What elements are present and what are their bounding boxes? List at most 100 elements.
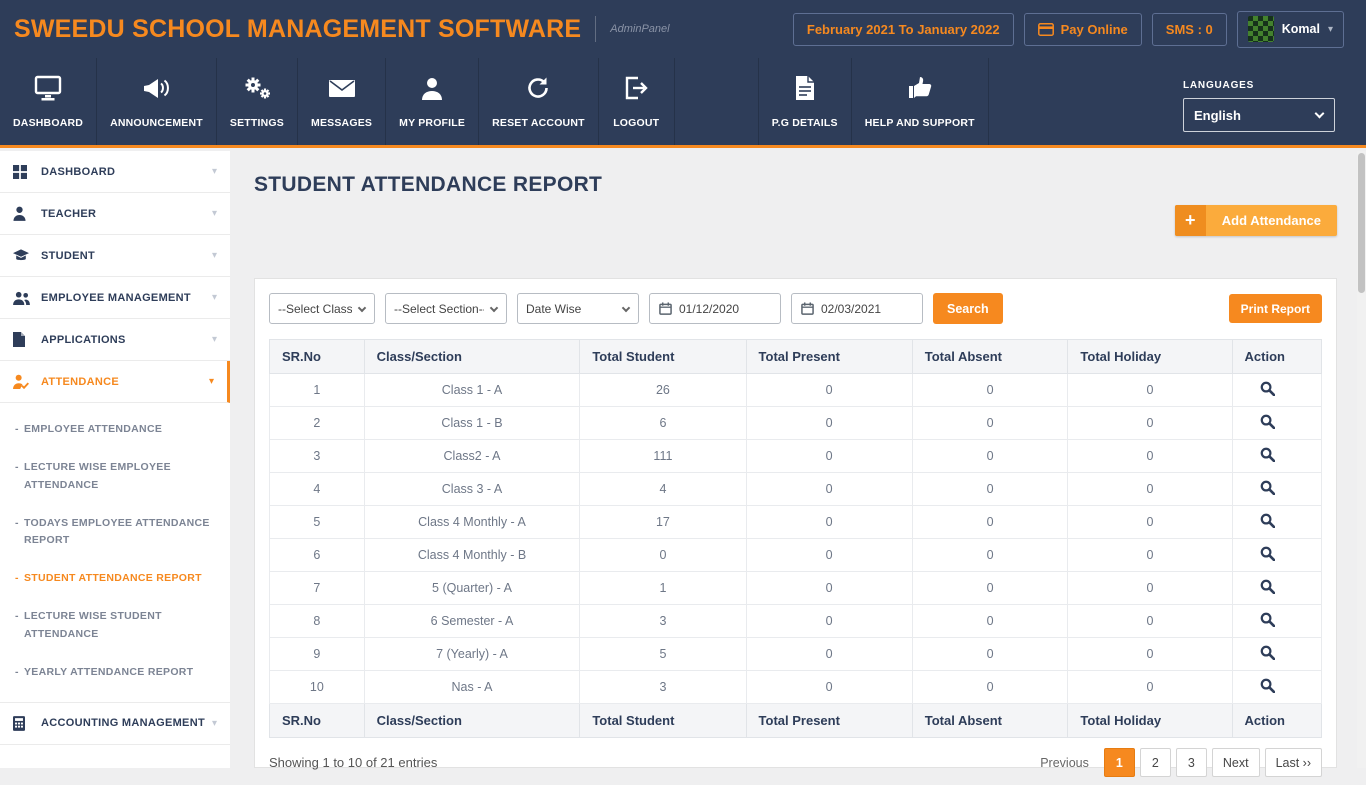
cell-class-section: Class 3 - A bbox=[363, 472, 581, 506]
chevron-down-icon: ▾ bbox=[1327, 23, 1333, 35]
nav-item-help-support[interactable]: HELP AND SUPPORT bbox=[852, 58, 989, 145]
nav-item-my-profile[interactable]: MY PROFILE bbox=[386, 58, 480, 145]
view-attendance-icon[interactable] bbox=[1260, 513, 1275, 528]
pagination-next-button[interactable]: Next bbox=[1211, 748, 1260, 777]
column-header-total-holiday: Total Holiday bbox=[1067, 339, 1233, 374]
column-header-total-holiday: Total Holiday bbox=[1067, 703, 1233, 738]
cell-total-absent: 0 bbox=[911, 439, 1069, 473]
view-attendance-icon[interactable] bbox=[1260, 414, 1275, 429]
cell-action bbox=[1231, 571, 1323, 605]
print-report-button[interactable]: Print Report bbox=[1228, 294, 1322, 323]
sidebar-item-student[interactable]: STUDENT ▾ bbox=[0, 235, 230, 277]
cell-total-student: 3 bbox=[579, 604, 747, 638]
pay-card-icon bbox=[1037, 22, 1054, 36]
sidebar-item-dashboard[interactable]: DASHBOARD ▾ bbox=[0, 151, 230, 193]
chevron-down-icon: ▾ bbox=[211, 250, 217, 261]
sidebar-item-label: ATTENDANCE bbox=[41, 375, 119, 388]
sidebar-item-applications[interactable]: APPLICATIONS ▾ bbox=[0, 319, 230, 361]
view-attendance-icon[interactable] bbox=[1260, 678, 1275, 693]
sidebar-item-teacher[interactable]: TEACHER ▾ bbox=[0, 193, 230, 235]
pagination-page-3[interactable]: 3 bbox=[1175, 748, 1207, 777]
view-attendance-icon[interactable] bbox=[1260, 579, 1275, 594]
pay-online-label: Pay Online bbox=[1060, 21, 1128, 37]
cell-total-student: 111 bbox=[579, 439, 747, 473]
table-bottom-bar: Showing 1 to 10 of 21 entries Previous 1… bbox=[269, 748, 1322, 785]
cell-total-absent: 0 bbox=[911, 670, 1069, 704]
submenu-item-student-attendance-report[interactable]: STUDENT ATTENDANCE REPORT bbox=[0, 560, 230, 598]
section-select-wrap: --Select Section-- bbox=[385, 293, 507, 324]
vertical-scrollbar[interactable] bbox=[1357, 151, 1366, 768]
submenu-item-yearly-attendance-report[interactable]: YEARLY ATTENDANCE REPORT bbox=[0, 654, 230, 692]
search-button[interactable]: Search bbox=[933, 293, 1003, 324]
chevron-down-icon: ▾ bbox=[211, 717, 217, 729]
submenu-item-lecture-wise-student-attendance[interactable]: LECTURE WISE STUDENT ATTENDANCE bbox=[0, 598, 230, 654]
class-select[interactable]: --Select Class-- bbox=[270, 294, 374, 323]
nav-item-settings[interactable]: SETTINGS bbox=[217, 58, 298, 145]
sidebar-item-accounting-management[interactable]: ACCOUNTING MANAGEMENT ▾ bbox=[0, 703, 230, 745]
cell-total-present: 0 bbox=[745, 505, 913, 539]
nav-item-messages[interactable]: MESSAGES bbox=[298, 58, 387, 145]
section-select[interactable]: --Select Section-- bbox=[386, 294, 506, 323]
pagination-last-button[interactable]: Last ›› bbox=[1264, 748, 1322, 777]
sms-counter-box[interactable]: SMS : 0 bbox=[1151, 12, 1227, 46]
submenu-item-lecture-wise-employee-attendance[interactable]: LECTURE WISE EMPLOYEE ATTENDANCE bbox=[0, 449, 230, 505]
date-mode-select[interactable]: Date Wise bbox=[518, 294, 638, 323]
pagination-page-1[interactable]: 1 bbox=[1103, 748, 1135, 777]
table-row: 1 Class 1 - A 26 0 0 0 bbox=[269, 373, 1323, 407]
attendance-submenu: EMPLOYEE ATTENDANCE LECTURE WISE EMPLOYE… bbox=[0, 403, 230, 703]
view-attendance-icon[interactable] bbox=[1260, 447, 1275, 462]
cell-action bbox=[1231, 373, 1323, 407]
pagination-page-2[interactable]: 2 bbox=[1139, 748, 1171, 777]
calendar-icon bbox=[659, 302, 672, 315]
view-attendance-icon[interactable] bbox=[1260, 381, 1275, 396]
sidebar-item-employee-management[interactable]: EMPLOYEE MANAGEMENT ▾ bbox=[0, 277, 230, 319]
date-to-input[interactable] bbox=[821, 301, 913, 316]
pay-online-button[interactable]: Pay Online bbox=[1023, 12, 1142, 46]
nav-spacer bbox=[675, 58, 759, 145]
view-attendance-icon[interactable] bbox=[1260, 612, 1275, 627]
sidebar-item-label: STUDENT bbox=[41, 249, 96, 262]
cell-total-absent: 0 bbox=[911, 571, 1069, 605]
cell-total-student: 0 bbox=[579, 538, 747, 572]
cell-class-section: 7 (Yearly) - A bbox=[363, 637, 581, 671]
language-select[interactable]: English bbox=[1184, 99, 1334, 131]
sidebar-item-label: EMPLOYEE MANAGEMENT bbox=[41, 291, 191, 304]
submenu-item-todays-employee-attendance-report[interactable]: TODAYS EMPLOYEE ATTENDANCE REPORT bbox=[0, 505, 230, 561]
nav-item-pg-details[interactable]: P.G DETAILS bbox=[759, 58, 852, 145]
add-attendance-button[interactable]: + Add Attendance bbox=[1174, 205, 1337, 236]
scrollbar-thumb[interactable] bbox=[1358, 153, 1365, 293]
report-panel: --Select Class-- --Select Section-- Date… bbox=[254, 278, 1337, 777]
submenu-item-employee-attendance[interactable]: EMPLOYEE ATTENDANCE bbox=[0, 411, 230, 449]
cell-sr-no: 5 bbox=[269, 505, 365, 539]
nav-item-logout[interactable]: LOGOUT bbox=[599, 58, 675, 145]
date-from-input[interactable] bbox=[679, 301, 771, 316]
cell-class-section: Class 4 Monthly - B bbox=[363, 538, 581, 572]
view-attendance-icon[interactable] bbox=[1260, 480, 1275, 495]
class-select-wrap: --Select Class-- bbox=[269, 293, 375, 324]
attendance-icon bbox=[13, 374, 32, 389]
cell-sr-no: 2 bbox=[269, 406, 365, 440]
cell-sr-no: 4 bbox=[269, 472, 365, 506]
cell-total-present: 0 bbox=[745, 670, 913, 704]
cell-total-holiday: 0 bbox=[1067, 472, 1233, 506]
nav-item-dashboard[interactable]: DASHBOARD bbox=[0, 58, 98, 145]
view-attendance-icon[interactable] bbox=[1260, 546, 1275, 561]
column-header-total-present: Total Present bbox=[745, 339, 913, 374]
nav-label: RESET ACCOUNT bbox=[492, 116, 585, 129]
cell-total-holiday: 0 bbox=[1067, 538, 1233, 572]
date-to-field[interactable] bbox=[791, 293, 923, 324]
date-from-field[interactable] bbox=[649, 293, 781, 324]
session-range-box[interactable]: February 2021 To January 2022 bbox=[792, 12, 1014, 46]
nav-item-announcement[interactable]: ANNOUNCEMENT bbox=[97, 58, 217, 145]
cell-class-section: Class 1 - B bbox=[363, 406, 581, 440]
languages-panel: LANGUAGES English bbox=[1183, 80, 1335, 132]
user-menu[interactable]: Komal ▾ bbox=[1236, 10, 1344, 48]
column-header-total-present: Total Present bbox=[745, 703, 913, 738]
pagination-previous-button[interactable]: Previous bbox=[1030, 748, 1099, 777]
view-attendance-icon[interactable] bbox=[1260, 645, 1275, 660]
sidebar-item-attendance[interactable]: ATTENDANCE ▾ bbox=[0, 361, 230, 403]
nav-item-reset-account[interactable]: RESET ACCOUNT bbox=[479, 58, 599, 145]
cell-total-student: 3 bbox=[579, 670, 747, 704]
